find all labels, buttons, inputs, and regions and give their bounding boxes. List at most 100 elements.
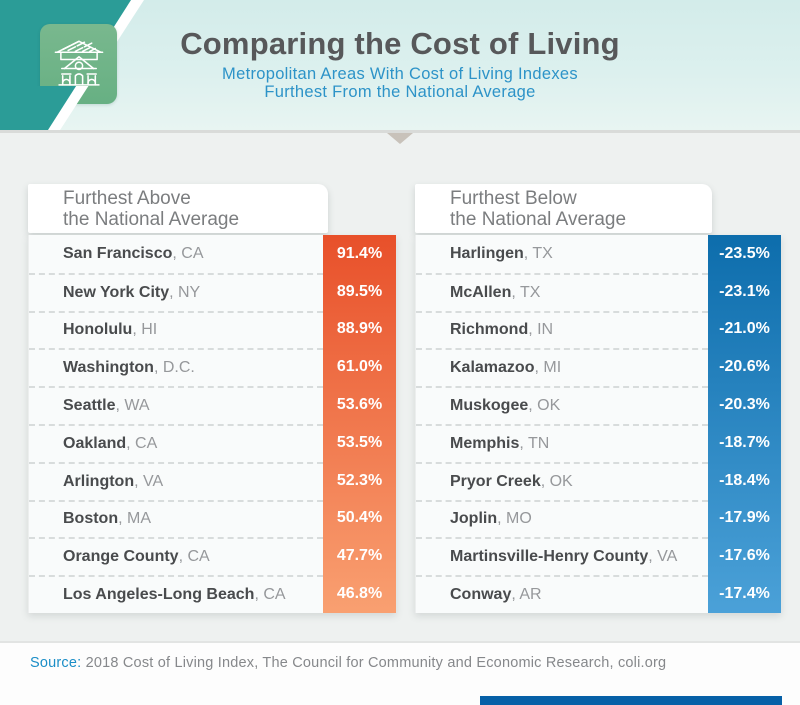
city-name: Orange County [63, 548, 179, 566]
below-table-header: Furthest Below the National Average [415, 184, 712, 233]
state-abbr: , MI [534, 359, 562, 377]
table-row: McAllen, TX -23.1% [416, 272, 781, 311]
value-cell: -17.6% [719, 547, 770, 565]
table-row: Martinsville-Henry County, VA -17.6% [416, 537, 781, 575]
source-label: Source: [30, 655, 82, 671]
state-abbr: , NY [169, 283, 201, 301]
above-table-header: Furthest Above the National Average [28, 184, 328, 233]
table-row: Pryor Creek, OK -18.4% [416, 461, 781, 500]
source-text: 2018 Cost of Living Index, The Council f… [81, 655, 667, 671]
state-abbr: , AR [511, 586, 542, 604]
table-row: New York City, NY 89.5% [29, 272, 396, 311]
value-cell: 89.5% [336, 282, 383, 300]
city-cell: Conway, AR [416, 575, 708, 613]
city-cell: Honolulu, HI [29, 310, 323, 349]
band-corner-overlay [30, 86, 96, 130]
city-cell: Seattle, WA [29, 386, 323, 424]
above-header-line1: Furthest Above [63, 188, 191, 209]
city-cell: Richmond, IN [416, 310, 708, 349]
city-cell: McAllen, TX [416, 272, 708, 311]
state-abbr: , CA [126, 434, 158, 452]
above-header-line2: the National Average [63, 209, 240, 230]
city-cell: Oakland, CA [29, 423, 323, 462]
below-table-rows: Harlingen, TX -23.5% McAllen, TX -23.1% Rich… [416, 235, 781, 613]
table-row: Washington, D.C. 61.0% [29, 348, 396, 386]
state-abbr: , MO [497, 510, 532, 528]
table-row: Seattle, WA 53.6% [29, 386, 396, 424]
value-cell: -20.6% [719, 358, 770, 376]
footer: Source: 2018 Cost of Living Index, The C… [0, 643, 800, 705]
value-cell: 53.6% [336, 396, 383, 414]
state-abbr: , TX [523, 244, 553, 262]
value-cell: 50.4% [336, 509, 383, 527]
page-subtitle: Metropolitan Areas With Cost of Living I… [0, 65, 800, 101]
city-cell: Martinsville-Henry County, VA [416, 537, 708, 575]
page-title: Comparing the Cost of Living [180, 26, 620, 61]
table-row: Richmond, IN -21.0% [416, 310, 781, 349]
state-abbr: , IN [528, 321, 554, 339]
city-cell: Pryor Creek, OK [416, 461, 708, 500]
above-table: San Francisco, CA 91.4% New York City, NY 8… [28, 235, 396, 613]
value-cell: -21.0% [719, 320, 770, 338]
city-name: Washington [63, 359, 154, 377]
city-name: Seattle [63, 397, 116, 415]
value-cell: 47.7% [336, 547, 383, 565]
table-row: Joplin, MO -17.9% [416, 499, 781, 538]
below-header-line2: the National Average [450, 209, 627, 230]
header-divider [0, 130, 800, 133]
city-name: Honolulu [63, 321, 133, 339]
city-name: Boston [63, 510, 119, 528]
city-name: Memphis [450, 434, 520, 452]
city-cell: San Francisco, CA [29, 235, 323, 273]
subtitle-line1: Metropolitan Areas With Cost of Living I… [222, 65, 578, 83]
city-cell: Memphis, TN [416, 423, 708, 462]
city-cell: Kalamazoo, MI [416, 348, 708, 386]
value-cell: 52.3% [336, 471, 383, 489]
value-cell: 46.8% [336, 585, 383, 603]
city-cell: Harlingen, TX [416, 235, 708, 273]
city-name: Pryor Creek [450, 472, 541, 490]
state-abbr: , HI [132, 321, 158, 339]
value-cell: -23.5% [719, 244, 770, 262]
city-cell: Boston, MA [29, 499, 323, 538]
city-cell: Orange County, CA [29, 537, 323, 575]
below-value-strip [708, 235, 781, 613]
header: Comparing the Cost of Living Metropolita… [0, 0, 800, 130]
state-abbr: , MA [118, 510, 151, 528]
city-name: New York City [63, 283, 170, 301]
state-abbr: , CA [178, 548, 210, 566]
city-name: Joplin [450, 510, 498, 528]
city-cell: Arlington, VA [29, 461, 323, 500]
state-abbr: , OK [528, 397, 561, 415]
table-row: Oakland, CA 53.5% [29, 423, 396, 462]
city-cell: Muskogee, OK [416, 386, 708, 424]
source-note: Source: 2018 Cost of Living Index, The C… [30, 655, 666, 671]
city-cell: Joplin, MO [416, 499, 708, 538]
city-name: Los Angeles-Long Beach [63, 586, 255, 604]
value-cell: -20.3% [719, 396, 770, 414]
table-row: Kalamazoo, MI -20.6% [416, 348, 781, 386]
footer-divider [0, 641, 800, 643]
city-name: McAllen [450, 283, 512, 301]
value-cell: -17.4% [719, 585, 770, 603]
city-name: San Francisco [63, 244, 173, 262]
city-cell: New York City, NY [29, 272, 323, 311]
value-cell: 88.9% [336, 320, 383, 338]
city-name: Kalamazoo [450, 359, 535, 377]
state-abbr: , CA [254, 586, 286, 604]
accent-bar [480, 696, 782, 705]
house-icon [54, 40, 103, 86]
table-row: Honolulu, HI 88.9% [29, 310, 396, 349]
state-abbr: , TN [519, 434, 550, 452]
table-row: Muskogee, OK -20.3% [416, 386, 781, 424]
value-cell: -17.9% [719, 509, 770, 527]
city-name: Arlington [63, 472, 135, 490]
value-cell: -18.7% [719, 433, 770, 451]
state-abbr: , TX [511, 283, 541, 301]
subtitle-line2: Furthest From the National Average [264, 83, 536, 101]
table-row: Harlingen, TX -23.5% [416, 235, 781, 273]
city-cell: Washington, D.C. [29, 348, 323, 386]
value-cell: -18.4% [719, 471, 770, 489]
below-header-line1: Furthest Below [450, 188, 577, 209]
